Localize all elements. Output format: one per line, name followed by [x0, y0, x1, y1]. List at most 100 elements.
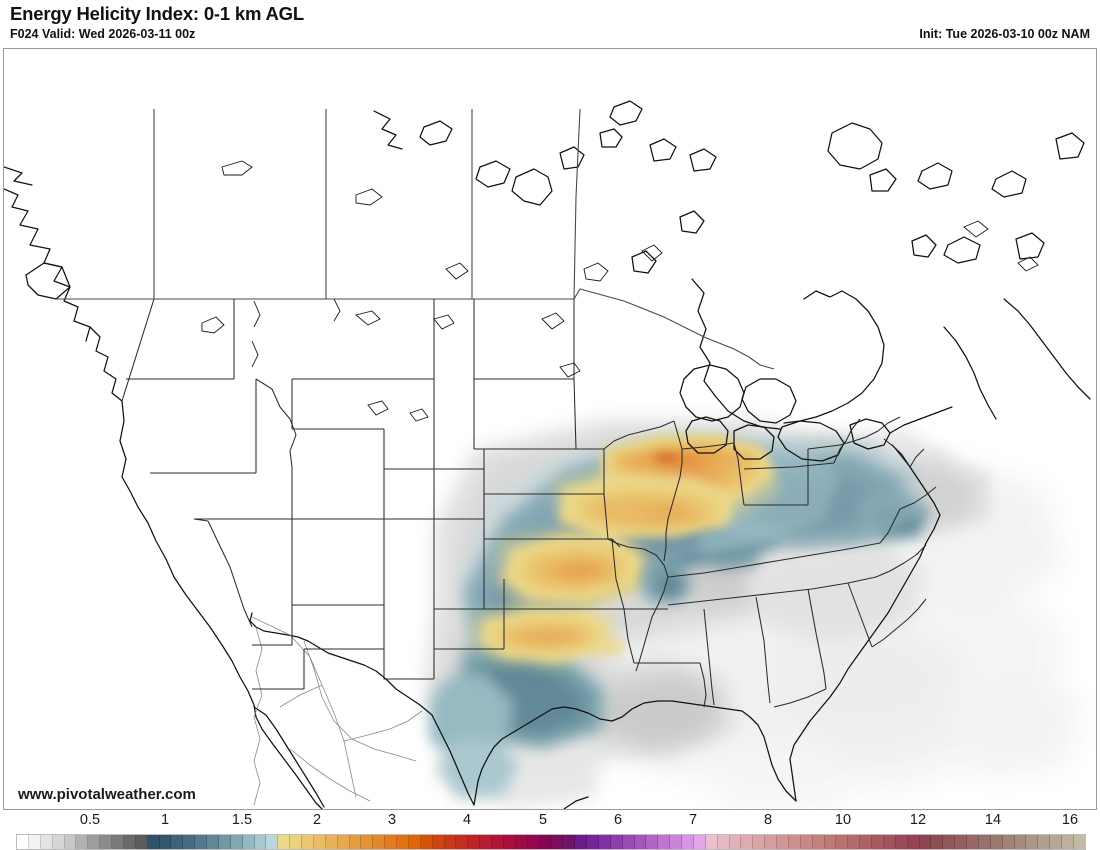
colorbar-swatch[interactable]: [622, 835, 635, 849]
colorbar-swatch[interactable]: [480, 835, 492, 849]
colorbar-swatch[interactable]: [717, 835, 730, 849]
colorbar-swatch[interactable]: [278, 835, 291, 849]
colorbar-swatch[interactable]: [195, 835, 207, 849]
colorbar-swatch[interactable]: [17, 835, 29, 849]
colorbar-swatch[interactable]: [848, 835, 861, 849]
colorbar-swatch[interactable]: [943, 835, 956, 849]
colorbar-swatch[interactable]: [349, 835, 362, 849]
colorbar-swatch[interactable]: [646, 835, 659, 849]
colorbar-swatch[interactable]: [290, 835, 302, 849]
colorbar-swatch[interactable]: [492, 835, 504, 849]
colorbar-swatch[interactable]: [563, 835, 576, 849]
colorbar-swatch[interactable]: [978, 835, 991, 849]
colorbar-swatch[interactable]: [812, 835, 825, 849]
colorbar-swatch[interactable]: [385, 835, 397, 849]
colorbar-swatch[interactable]: [515, 835, 528, 849]
colorbar-swatch[interactable]: [230, 835, 243, 849]
colorbar-tick-label: 5: [538, 812, 548, 828]
colorbar-swatch[interactable]: [1014, 835, 1027, 849]
colorbar-tick-label: 3: [387, 812, 397, 828]
colorbar-swatch[interactable]: [693, 835, 706, 849]
colorbar-swatch[interactable]: [575, 835, 587, 849]
colorbar-tick-label: 8: [763, 812, 773, 828]
colorbar-swatch[interactable]: [123, 835, 136, 849]
colorbar-swatch[interactable]: [610, 835, 623, 849]
colorbar-swatch[interactable]: [171, 835, 184, 849]
colorbar-swatch[interactable]: [266, 835, 279, 849]
colorbar-swatch[interactable]: [955, 835, 967, 849]
colorbar-swatch[interactable]: [658, 835, 671, 849]
colorbar-swatch[interactable]: [444, 835, 457, 849]
colorbar-swatch[interactable]: [527, 835, 540, 849]
colorbar-swatch[interactable]: [207, 835, 219, 849]
colorbar-swatch[interactable]: [503, 835, 516, 849]
colorbar-swatch[interactable]: [895, 835, 908, 849]
colorbar-swatch[interactable]: [302, 835, 314, 849]
colorbar-swatch[interactable]: [456, 835, 469, 849]
colorbar-swatch[interactable]: [765, 835, 777, 849]
colorbar-swatch[interactable]: [1038, 835, 1051, 849]
colorbar-swatch[interactable]: [1002, 835, 1015, 849]
colorbar-swatch[interactable]: [777, 835, 789, 849]
geographic-borders: [4, 100, 1091, 809]
colorbar-swatch[interactable]: [753, 835, 766, 849]
colorbar-swatch[interactable]: [967, 835, 979, 849]
colorbar-swatch[interactable]: [420, 835, 433, 849]
colorbar-swatch[interactable]: [254, 835, 267, 849]
colorbar-swatch[interactable]: [1026, 835, 1039, 849]
site-url-watermark: www.pivotalweather.com: [18, 786, 196, 803]
colorbar-swatch[interactable]: [183, 835, 196, 849]
colorbar-swatch[interactable]: [598, 835, 611, 849]
colorbar-swatch[interactable]: [800, 835, 813, 849]
colorbar-swatch[interactable]: [325, 835, 338, 849]
colorbar-swatch[interactable]: [52, 835, 65, 849]
colorbar-swatch[interactable]: [907, 835, 920, 849]
colorbar-tick-label: 12: [909, 812, 927, 828]
colorbar-swatch[interactable]: [408, 835, 421, 849]
colorbar-swatch[interactable]: [468, 835, 481, 849]
colorbar-swatch[interactable]: [432, 835, 445, 849]
colorbar-swatch[interactable]: [587, 835, 599, 849]
colorbar-swatch[interactable]: [1062, 835, 1074, 849]
colorbar-swatch[interactable]: [872, 835, 884, 849]
colorbar-swatch[interactable]: [551, 835, 564, 849]
colorbar-swatch[interactable]: [670, 835, 682, 849]
colorbar-swatch[interactable]: [883, 835, 896, 849]
colorbar-swatch[interactable]: [824, 835, 837, 849]
colorbar-swatch[interactable]: [990, 835, 1003, 849]
colorbar-swatch[interactable]: [135, 835, 148, 849]
colorbar-swatch[interactable]: [729, 835, 742, 849]
colorbar-swatch[interactable]: [64, 835, 77, 849]
colorbar-swatch[interactable]: [112, 835, 124, 849]
colorbar-swatch[interactable]: [836, 835, 849, 849]
colorbar-swatches[interactable]: [16, 834, 1086, 850]
colorbar-swatch[interactable]: [76, 835, 89, 849]
colorbar-swatch[interactable]: [919, 835, 932, 849]
colorbar-swatch[interactable]: [788, 835, 801, 849]
colorbar-swatch[interactable]: [705, 835, 718, 849]
colorbar-tick-label: 6: [613, 812, 623, 828]
colorbar-swatch[interactable]: [634, 835, 647, 849]
colorbar-swatch[interactable]: [682, 835, 694, 849]
colorbar-swatch[interactable]: [361, 835, 374, 849]
colorbar-swatch[interactable]: [88, 835, 101, 849]
colorbar-swatch[interactable]: [931, 835, 944, 849]
colorbar-swatch[interactable]: [242, 835, 255, 849]
colorbar-swatch[interactable]: [28, 835, 41, 849]
colorbar-swatch[interactable]: [741, 835, 754, 849]
colorbar-swatch[interactable]: [159, 835, 172, 849]
colorbar-swatch[interactable]: [397, 835, 409, 849]
colorbar-swatch[interactable]: [147, 835, 160, 849]
colorbar[interactable]: 0.5 1 1.5 2 3 4 5 6 7 8 10 12 14 16: [0, 812, 1100, 850]
colorbar-swatch[interactable]: [337, 835, 350, 849]
colorbar-swatch[interactable]: [218, 835, 231, 849]
colorbar-swatch[interactable]: [860, 835, 872, 849]
map-canvas[interactable]: piv: [3, 48, 1097, 810]
colorbar-swatch[interactable]: [373, 835, 386, 849]
colorbar-swatch[interactable]: [40, 835, 53, 849]
colorbar-swatch[interactable]: [539, 835, 552, 849]
colorbar-swatch[interactable]: [100, 835, 112, 849]
colorbar-swatch[interactable]: [1073, 835, 1085, 849]
colorbar-swatch[interactable]: [313, 835, 326, 849]
colorbar-swatch[interactable]: [1050, 835, 1062, 849]
